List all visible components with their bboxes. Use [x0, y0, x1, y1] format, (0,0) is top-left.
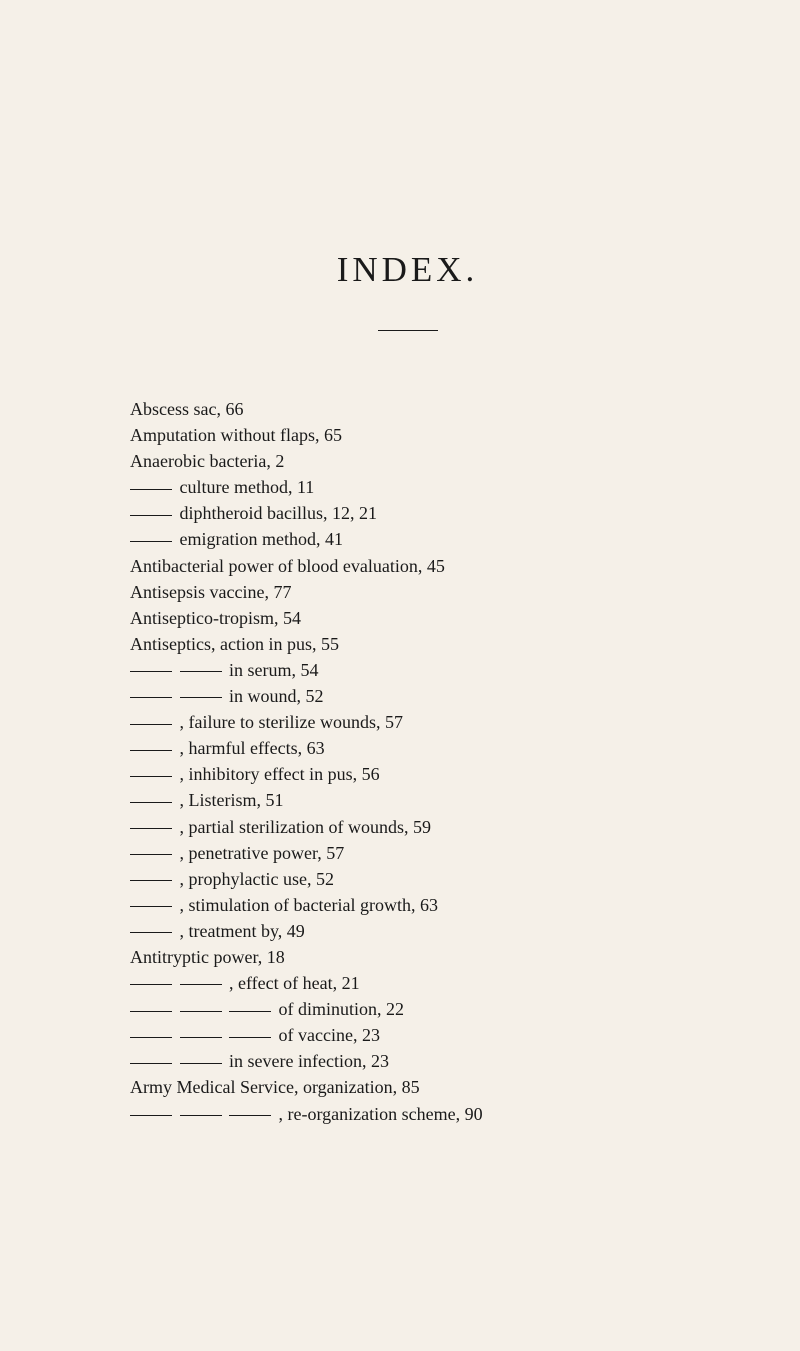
index-entry: Antibacterial power of blood evaluation,… — [130, 553, 685, 579]
entry-text: culture method, 11 — [180, 477, 315, 497]
entry-text: emigration method, 41 — [180, 529, 343, 549]
dash-prefix — [130, 828, 172, 829]
index-entry: in serum, 54 — [130, 657, 685, 683]
entry-text: Army Medical Service, organization, 85 — [130, 1077, 420, 1097]
index-entry: culture method, 11 — [130, 474, 685, 500]
dash-prefix — [180, 697, 222, 698]
dash-prefix — [130, 697, 172, 698]
dash-prefix — [180, 984, 222, 985]
dash-prefix — [130, 541, 172, 542]
entry-text: Abscess sac, 66 — [130, 399, 243, 419]
entry-text: , treatment by, 49 — [180, 921, 305, 941]
dash-prefix — [130, 906, 172, 907]
index-entry: , penetrative power, 57 — [130, 840, 685, 866]
index-entry: , stimulation of bacterial growth, 63 — [130, 892, 685, 918]
dash-prefix — [130, 802, 172, 803]
index-entry: , inhibitory effect in pus, 56 — [130, 761, 685, 787]
dash-prefix — [229, 1011, 271, 1012]
entry-text: , harmful effects, 63 — [180, 738, 325, 758]
dash-prefix — [180, 1011, 222, 1012]
index-entry: , partial sterilization of wounds, 59 — [130, 814, 685, 840]
index-entry: Army Medical Service, organization, 85 — [130, 1074, 685, 1100]
entry-text: , failure to sterilize wounds, 57 — [180, 712, 403, 732]
entry-text: in serum, 54 — [229, 660, 319, 680]
entry-text: Antibacterial power of blood evaluation,… — [130, 556, 445, 576]
index-entry: diphtheroid bacillus, 12, 21 — [130, 500, 685, 526]
index-entry: in wound, 52 — [130, 683, 685, 709]
dash-prefix — [130, 724, 172, 725]
dash-prefix — [130, 776, 172, 777]
index-entry: , failure to sterilize wounds, 57 — [130, 709, 685, 735]
dash-prefix — [130, 515, 172, 516]
entry-text: of vaccine, 23 — [279, 1025, 380, 1045]
entry-text: , re-organization scheme, 90 — [279, 1104, 483, 1124]
entry-text: , effect of heat, 21 — [229, 973, 360, 993]
entry-text: , stimulation of bacterial growth, 63 — [180, 895, 438, 915]
entry-text: , Listerism, 51 — [180, 790, 284, 810]
dash-prefix — [229, 1037, 271, 1038]
index-entry: Amputation without flaps, 65 — [130, 422, 685, 448]
dash-prefix — [130, 932, 172, 933]
index-entry: , prophylactic use, 52 — [130, 866, 685, 892]
index-entry: of vaccine, 23 — [130, 1022, 685, 1048]
index-content: Abscess sac, 66 Amputation without flaps,… — [130, 396, 685, 1127]
dash-prefix — [130, 1037, 172, 1038]
index-entry: , Listerism, 51 — [130, 787, 685, 813]
index-entry: in severe infection, 23 — [130, 1048, 685, 1074]
entry-text: Amputation without flaps, 65 — [130, 425, 342, 445]
index-entry: emigration method, 41 — [130, 526, 685, 552]
entry-text: Anaerobic bacteria, 2 — [130, 451, 284, 471]
entry-text: Antisepsis vaccine, 77 — [130, 582, 291, 602]
divider-line — [378, 330, 438, 331]
index-entry: Anaerobic bacteria, 2 — [130, 448, 685, 474]
entry-text: in severe infection, 23 — [229, 1051, 389, 1071]
entry-text: , penetrative power, 57 — [180, 843, 345, 863]
dash-prefix — [130, 489, 172, 490]
index-entry: , harmful effects, 63 — [130, 735, 685, 761]
index-entry: of diminution, 22 — [130, 996, 685, 1022]
entry-text: , partial sterilization of wounds, 59 — [180, 817, 431, 837]
dash-prefix — [130, 984, 172, 985]
entry-text: , inhibitory effect in pus, 56 — [180, 764, 380, 784]
entry-text: Antiseptico-tropism, 54 — [130, 608, 301, 628]
index-entry: Antisepsis vaccine, 77 — [130, 579, 685, 605]
dash-prefix — [130, 1011, 172, 1012]
index-entry: Antiseptico-tropism, 54 — [130, 605, 685, 631]
index-entry: Abscess sac, 66 — [130, 396, 685, 422]
dash-prefix — [130, 854, 172, 855]
entry-text: , prophylactic use, 52 — [180, 869, 334, 889]
entry-text: diphtheroid bacillus, 12, 21 — [180, 503, 377, 523]
dash-prefix — [180, 671, 222, 672]
index-title: INDEX. — [130, 250, 685, 290]
entry-text: Antiseptics, action in pus, 55 — [130, 634, 339, 654]
dash-prefix — [180, 1063, 222, 1064]
index-entry: Antitryptic power, 18 — [130, 944, 685, 970]
dash-prefix — [180, 1115, 222, 1116]
dash-prefix — [130, 1063, 172, 1064]
dash-prefix — [130, 750, 172, 751]
dash-prefix — [130, 880, 172, 881]
title-divider — [130, 318, 685, 336]
dash-prefix — [180, 1037, 222, 1038]
dash-prefix — [130, 1115, 172, 1116]
index-entry: , treatment by, 49 — [130, 918, 685, 944]
index-entry: , effect of heat, 21 — [130, 970, 685, 996]
dash-prefix — [130, 671, 172, 672]
entry-text: of diminution, 22 — [279, 999, 405, 1019]
entry-text: in wound, 52 — [229, 686, 324, 706]
index-entry: Antiseptics, action in pus, 55 — [130, 631, 685, 657]
dash-prefix — [229, 1115, 271, 1116]
entry-text: Antitryptic power, 18 — [130, 947, 285, 967]
index-entry: , re-organization scheme, 90 — [130, 1101, 685, 1127]
